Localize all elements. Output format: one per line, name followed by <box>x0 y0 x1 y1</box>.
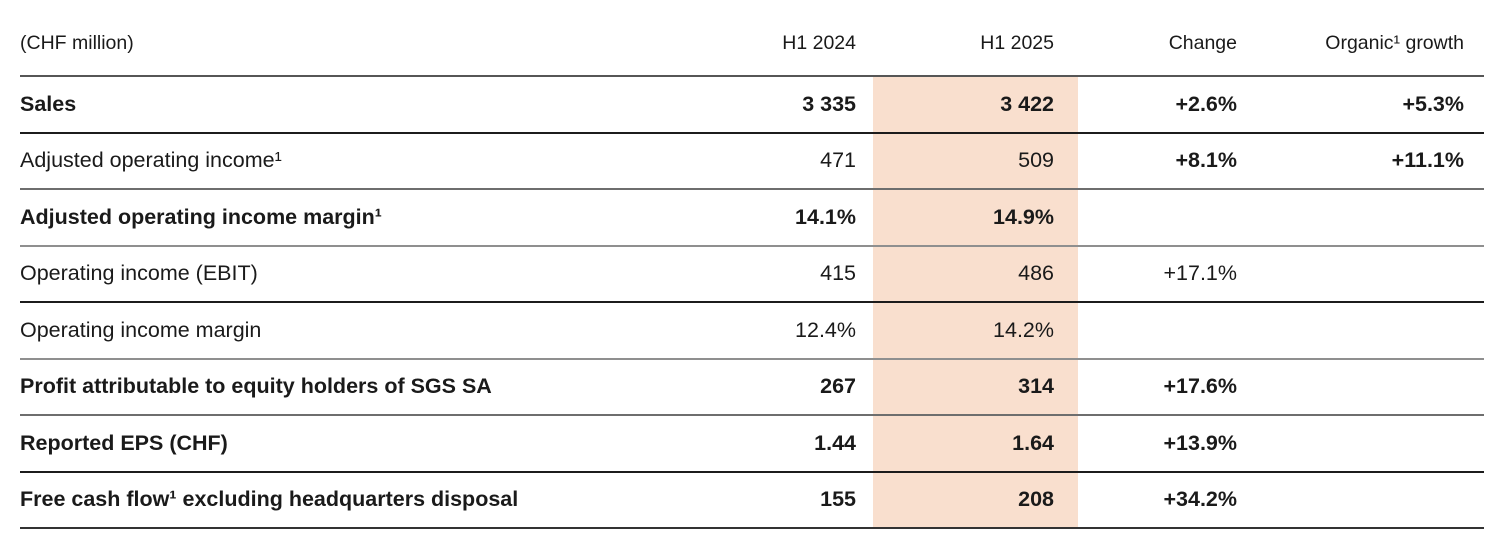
value-h1-2024: 3 335 <box>802 91 856 116</box>
row-label: Reported EPS (CHF) <box>20 430 228 455</box>
value-h1-2024: 415 <box>820 261 856 286</box>
value-organic-growth: +11.1% <box>1391 148 1464 173</box>
value-organic-growth: +5.3% <box>1402 91 1464 116</box>
table-body: Sales 3 335 3 422 +2.6% +5.3% Adjusted operat… <box>20 77 1484 529</box>
value-change: +8.1% <box>1175 148 1237 173</box>
value-h1-2024: 267 <box>820 374 856 399</box>
value-h1-2025: 14.9% <box>873 190 1078 245</box>
col-header-organic-growth: Organic¹ growth <box>1325 32 1464 54</box>
value-h1-2025: 14.2% <box>873 303 1078 358</box>
table-row: Reported EPS (CHF) 1.44 1.64 +13.9% <box>20 416 1484 473</box>
value-change: +34.2% <box>1163 487 1237 512</box>
value-h1-2025: 208 <box>873 472 1078 527</box>
table-row: Adjusted operating income margin¹ 14.1% 14… <box>20 190 1484 247</box>
value-change: +17.6% <box>1163 374 1237 399</box>
row-label: Adjusted operating income¹ <box>20 148 282 173</box>
col-header-change: Change <box>1168 32 1237 54</box>
value-h1-2025: 509 <box>873 133 1078 188</box>
table-row: Operating income margin 12.4% 14.2% <box>20 303 1484 360</box>
unit-label: (CHF million) <box>20 32 134 54</box>
table-header-row: (CHF million) H1 2024 H1 2025 Change Org… <box>20 0 1484 77</box>
value-h1-2025: 1.64 <box>873 416 1078 471</box>
row-label: Operating income (EBIT) <box>20 261 258 286</box>
row-label: Free cash flow¹ excluding headquarters d… <box>20 487 519 512</box>
value-change: +17.1% <box>1163 261 1237 286</box>
col-header-h1-2025: H1 2025 <box>980 32 1054 54</box>
value-h1-2024: 155 <box>820 487 856 512</box>
table-row: Operating income (EBIT) 415 486 +17.1% <box>20 246 1484 303</box>
row-label: Operating income margin <box>20 317 262 342</box>
value-change: +13.9% <box>1163 430 1237 455</box>
value-h1-2025: 486 <box>873 246 1078 301</box>
table-row: Adjusted operating income¹ 471 509 +8.1% +11… <box>20 133 1484 190</box>
table-row: Sales 3 335 3 422 +2.6% +5.3% <box>20 77 1484 134</box>
value-h1-2025: 314 <box>873 359 1078 414</box>
row-label: Sales <box>20 91 77 116</box>
col-header-h1-2024: H1 2024 <box>782 32 856 54</box>
table-row: Profit attributable to equity holders of… <box>20 359 1484 416</box>
financial-summary-table: (CHF million) H1 2024 H1 2025 Change Org… <box>20 0 1484 529</box>
value-h1-2025: 3 422 <box>873 77 1078 132</box>
value-h1-2024: 471 <box>820 148 856 173</box>
value-h1-2024: 1.44 <box>814 430 856 455</box>
value-h1-2024: 14.1% <box>795 204 856 229</box>
row-label: Adjusted operating income margin¹ <box>20 204 382 229</box>
table-row: Free cash flow¹ excluding headquarters d… <box>20 472 1484 529</box>
value-h1-2024: 12.4% <box>795 317 856 342</box>
value-change: +2.6% <box>1175 91 1237 116</box>
row-label: Profit attributable to equity holders of… <box>20 374 492 399</box>
